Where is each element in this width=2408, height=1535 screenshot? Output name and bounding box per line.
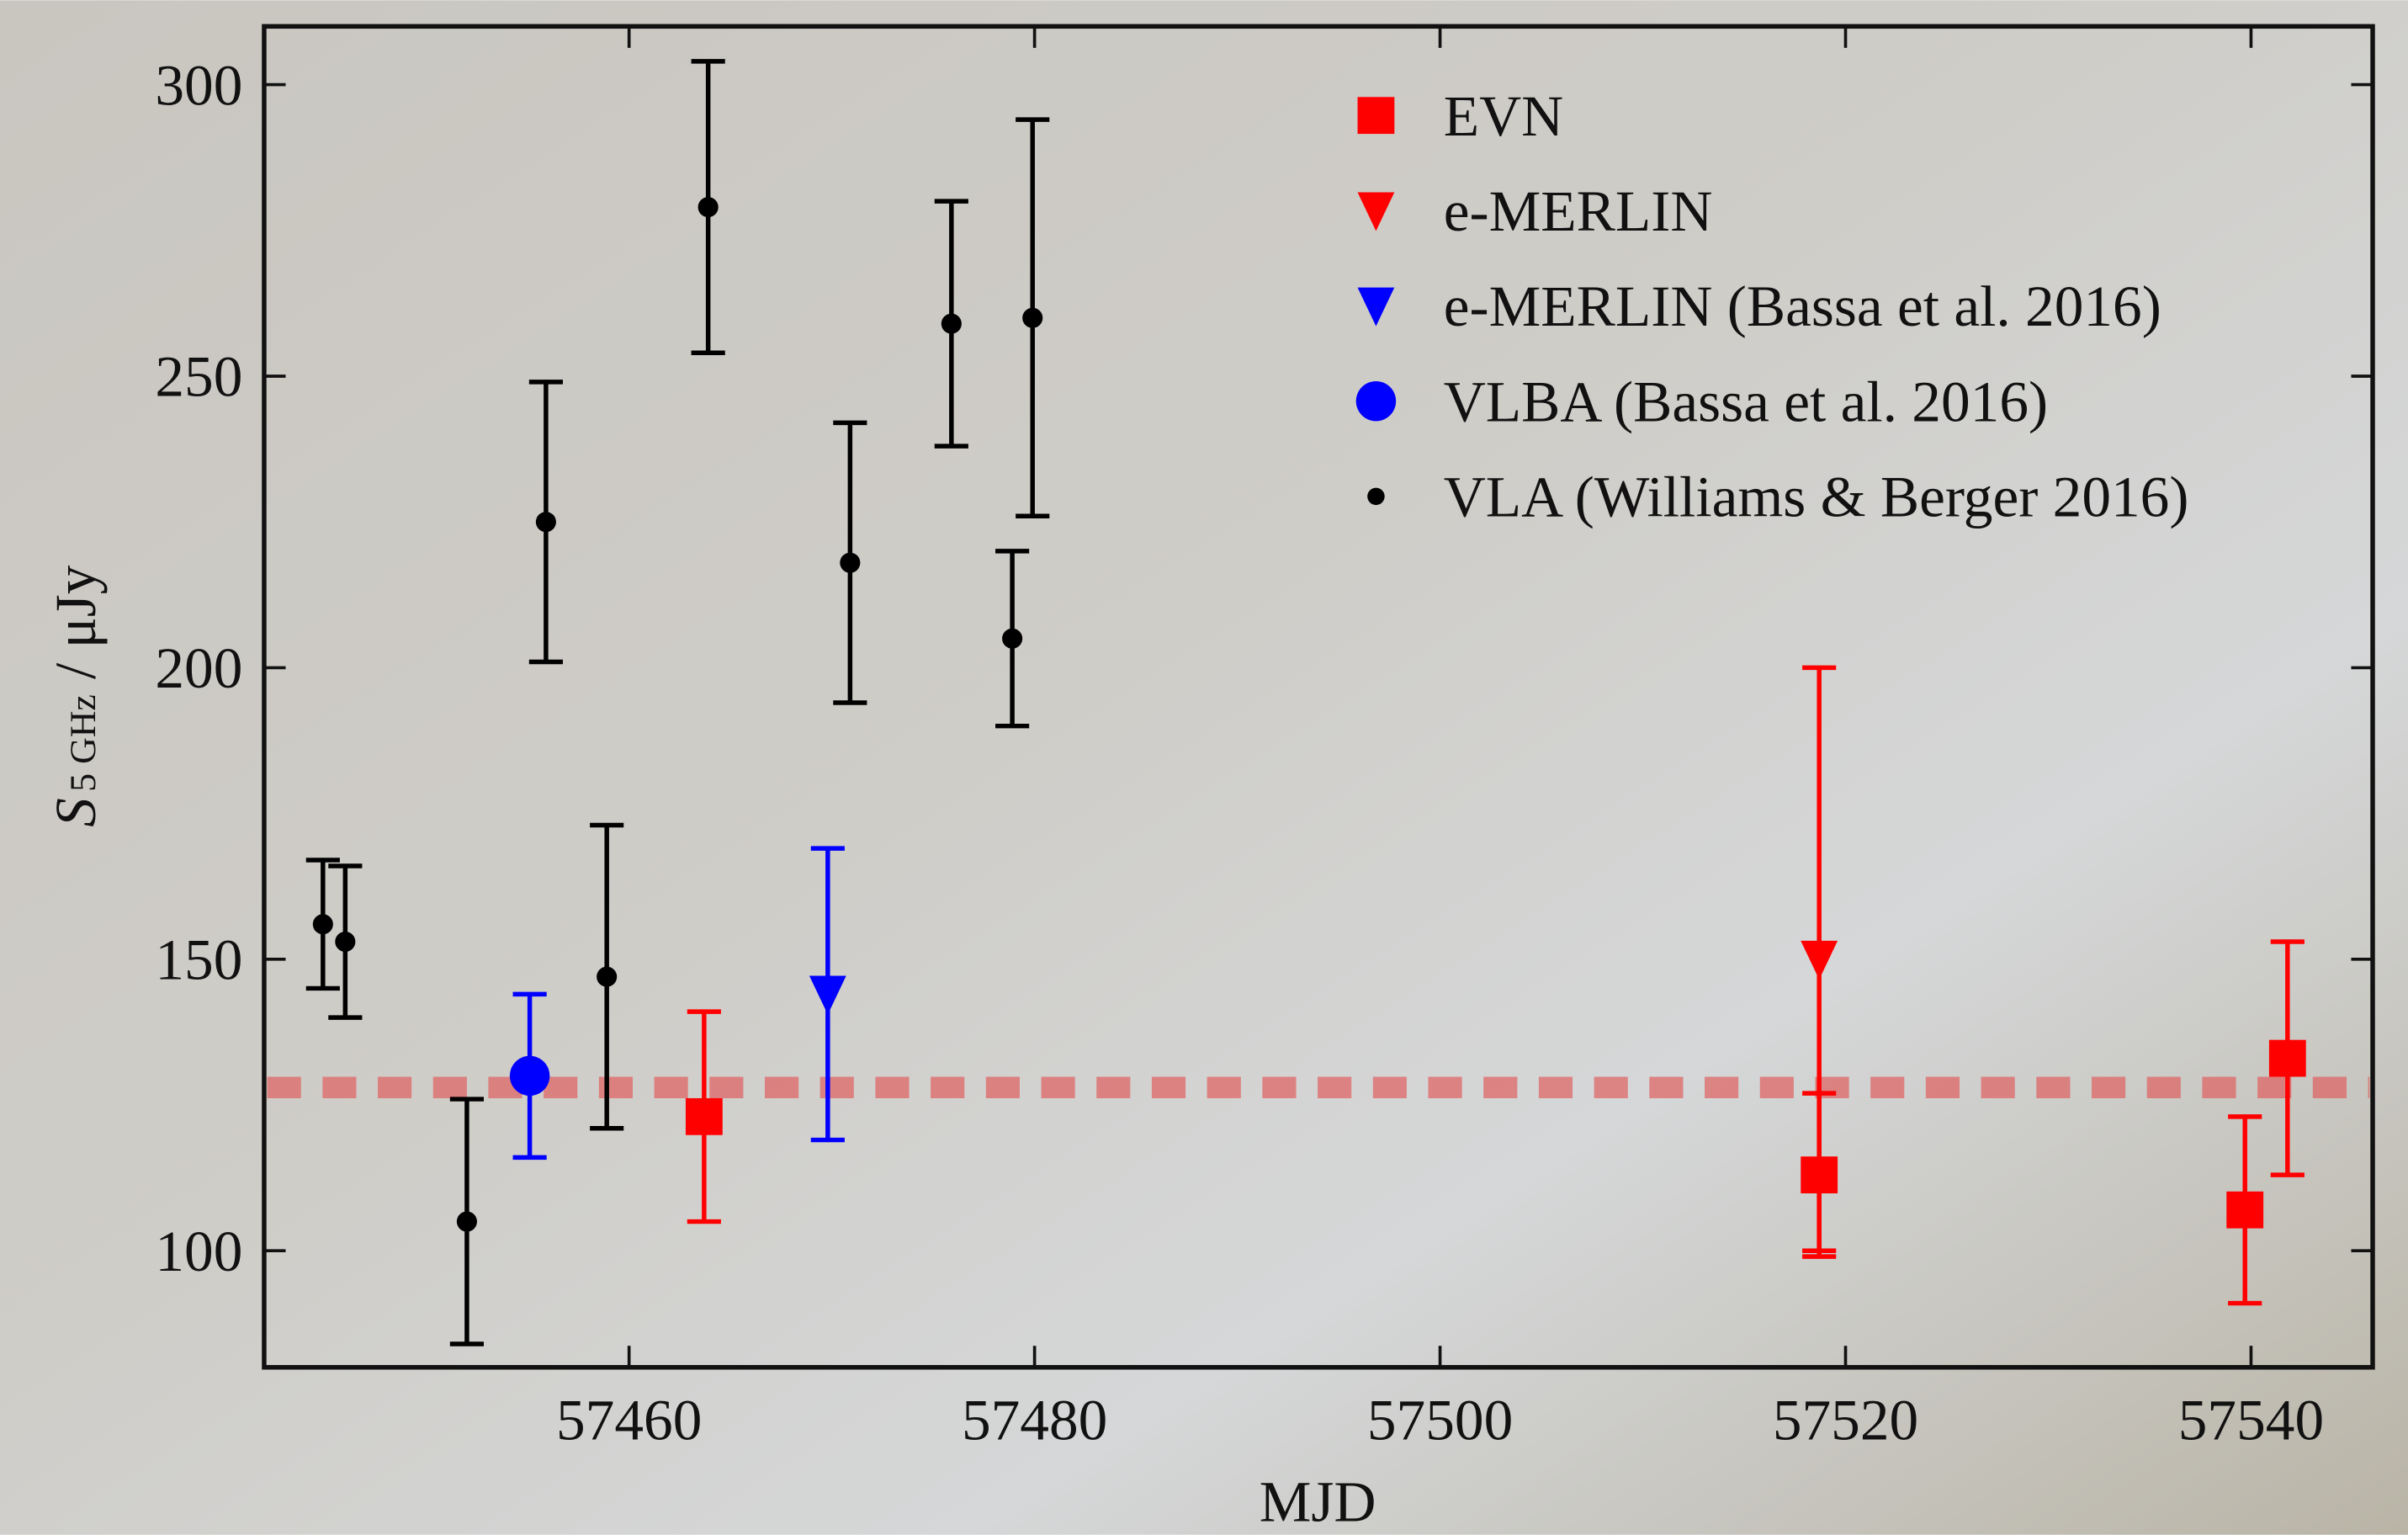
legend-marker — [1358, 97, 1395, 134]
chart: MJD S 5 GHz / μJy 57460 57480 57500 57520 5754… — [0, 0, 2408, 1535]
data-point — [2226, 1192, 2263, 1229]
legend-label: EVN — [1444, 84, 1564, 149]
data-point — [313, 914, 333, 934]
data-point — [457, 1212, 477, 1232]
x-tick-label: 57540 — [2178, 1389, 2324, 1453]
legend-label: e-MERLIN (Bassa et al. 2016) — [1444, 274, 2161, 339]
x-tick-label: 57460 — [556, 1389, 702, 1453]
data-point — [536, 512, 556, 532]
legend-label: VLBA (Bassa et al. 2016) — [1444, 369, 2048, 434]
y-tick-label: 150 — [155, 928, 242, 993]
data-point — [1002, 629, 1022, 649]
legend-marker — [1356, 381, 1396, 421]
x-tick-label: 57520 — [1773, 1389, 1918, 1453]
legend-label: e-MERLIN — [1444, 179, 1713, 244]
legend-label: VLA (Williams & Berger 2016) — [1444, 465, 2189, 530]
x-tick-label: 57500 — [1367, 1389, 1513, 1453]
data-point — [597, 967, 617, 987]
data-point — [698, 197, 719, 217]
x-tick-label: 57480 — [962, 1389, 1107, 1453]
y-label-subscript: 5 GHz — [63, 694, 103, 792]
data-point — [941, 314, 962, 334]
data-point — [1022, 308, 1042, 328]
y-tick-label: 100 — [155, 1219, 242, 1284]
legend-marker — [1367, 488, 1384, 505]
background — [0, 0, 2408, 1534]
data-point — [510, 1056, 549, 1096]
x-axis-label: MJD — [1260, 1469, 1376, 1534]
y-label-unit: / μJy — [44, 565, 109, 679]
y-tick-label: 250 — [155, 345, 242, 410]
data-point — [686, 1098, 723, 1135]
page: {"chart_data": {"type": "errorbar-scatte… — [0, 0, 2408, 1535]
data-point — [335, 932, 355, 952]
y-tick-label: 200 — [155, 636, 242, 701]
data-point — [2269, 1040, 2306, 1077]
y-tick-label: 300 — [155, 53, 242, 118]
y-label-symbol: S — [44, 798, 109, 827]
data-point — [840, 553, 860, 573]
